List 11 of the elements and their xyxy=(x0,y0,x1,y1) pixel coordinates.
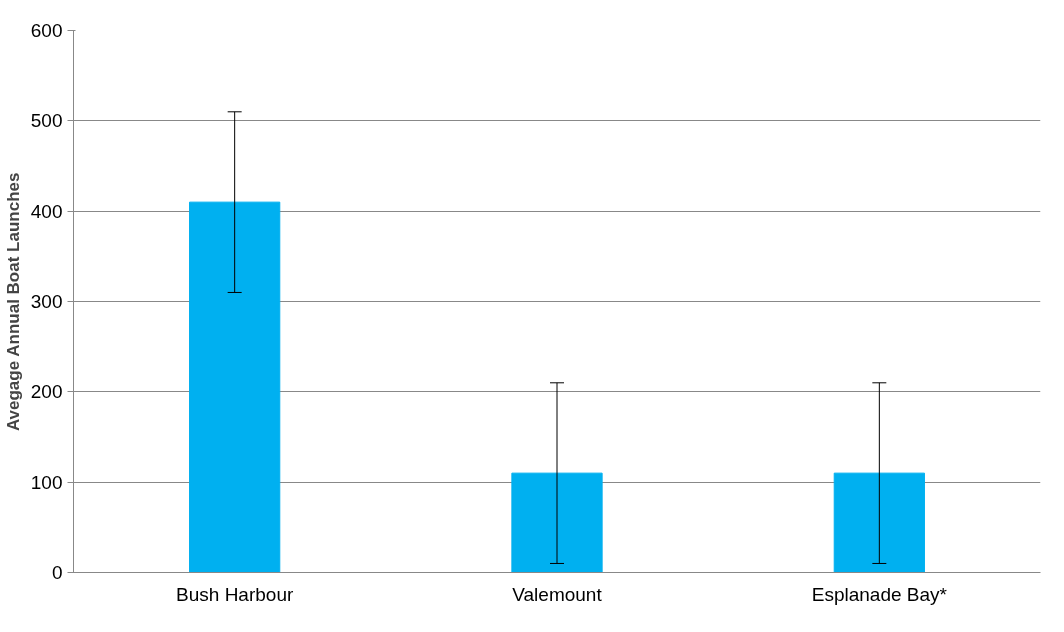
y-tick-label: 200 xyxy=(30,381,63,403)
y-tick-label: 400 xyxy=(30,200,63,222)
y-tick-label: 500 xyxy=(30,110,63,132)
y-axis-title: Avegage Annual Boat Launches xyxy=(3,172,23,432)
x-tick-label: Valemount xyxy=(512,583,603,605)
x-tick-label: Bush Harbour xyxy=(176,583,294,605)
y-tick-label: 300 xyxy=(30,291,63,312)
y-tick-label: 600 xyxy=(30,20,63,41)
y-tick-label: 100 xyxy=(30,471,63,493)
y-tick-label: 0 xyxy=(51,562,63,583)
x-tick-label: Esplanade Bay* xyxy=(811,583,948,605)
